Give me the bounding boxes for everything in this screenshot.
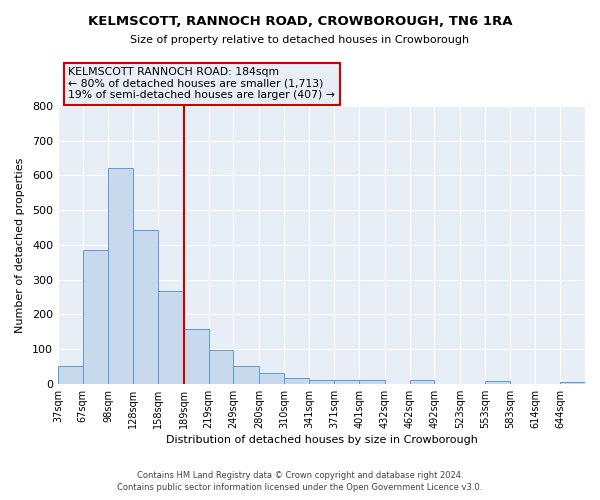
Bar: [334, 380, 359, 384]
Bar: [410, 380, 434, 384]
Text: Contains HM Land Registry data © Crown copyright and database right 2024.
Contai: Contains HM Land Registry data © Crown c…: [118, 471, 482, 492]
Bar: [560, 382, 585, 384]
Text: KELMSCOTT RANNOCH ROAD: 184sqm
← 80% of detached houses are smaller (1,713)
19% : KELMSCOTT RANNOCH ROAD: 184sqm ← 80% of …: [68, 67, 335, 100]
Text: KELMSCOTT, RANNOCH ROAD, CROWBOROUGH, TN6 1RA: KELMSCOTT, RANNOCH ROAD, CROWBOROUGH, TN…: [88, 15, 512, 28]
Bar: [233, 366, 259, 384]
Text: Size of property relative to detached houses in Crowborough: Size of property relative to detached ho…: [130, 35, 470, 45]
Bar: [359, 380, 385, 384]
X-axis label: Distribution of detached houses by size in Crowborough: Distribution of detached houses by size …: [166, 435, 478, 445]
Bar: [259, 374, 284, 384]
Y-axis label: Number of detached properties: Number of detached properties: [15, 157, 25, 332]
Bar: [485, 382, 510, 384]
Bar: [83, 250, 109, 384]
Bar: [133, 230, 158, 384]
Bar: [58, 366, 83, 384]
Bar: [209, 350, 233, 384]
Bar: [310, 380, 334, 384]
Bar: [109, 168, 133, 384]
Bar: [184, 330, 209, 384]
Bar: [158, 290, 184, 384]
Bar: [284, 378, 310, 384]
